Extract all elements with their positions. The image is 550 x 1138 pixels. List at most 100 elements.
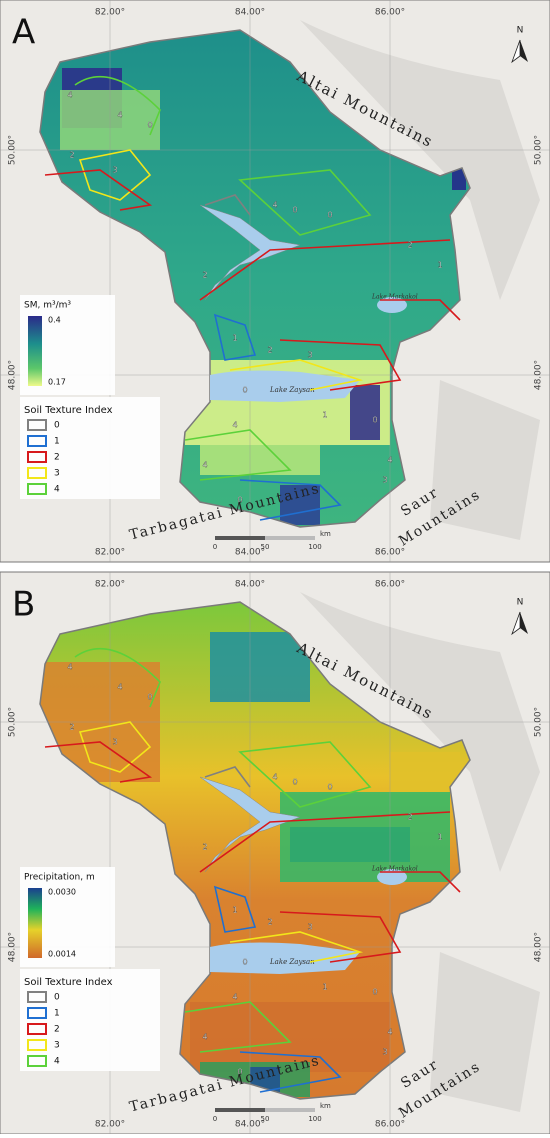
- soil-index-label: 4: [117, 683, 122, 692]
- soil-index-label: 4: [117, 111, 122, 120]
- map-panel: Lake Zaysan Lake Markakol 4 4 0 2 3 2 0 4 0 2 1 2 1 4 3 0…: [0, 571, 550, 1135]
- soil-index-label: 4: [202, 461, 207, 470]
- soil-index-label: 1: [232, 334, 237, 343]
- soil-texture-boundary: [279, 339, 402, 391]
- soil-texture-boundary: [74, 75, 161, 136]
- scale-label: 50: [261, 1115, 270, 1123]
- legend-max: 0.0030: [48, 888, 76, 897]
- basin-outline: [39, 29, 471, 528]
- scale-label: 0: [213, 1115, 217, 1123]
- soil-index-label: 3: [307, 923, 312, 932]
- lake-label: Lake Zaysan: [269, 958, 315, 966]
- raster-patch: [390, 752, 460, 792]
- soil-legend-swatch: [27, 467, 47, 479]
- soil-legend-swatch: [27, 1023, 47, 1035]
- legend-min: 0.17: [48, 378, 66, 387]
- raster-patch: [350, 385, 380, 440]
- soil-index-label: 2: [202, 271, 207, 280]
- lake-zaysan: [210, 370, 360, 402]
- soil-texture-boundary: [184, 1001, 292, 1053]
- soil-legend-title: Soil Texture Index: [24, 977, 113, 988]
- raster-patch: [280, 485, 320, 525]
- soil-index-label: 0: [372, 988, 377, 997]
- soil-index-label: 3: [382, 1048, 387, 1057]
- north-arrow: [520, 612, 528, 634]
- longitude-label: 86.00°: [375, 580, 405, 590]
- soil-index-label: 3: [112, 738, 117, 747]
- soil-index-label: 4: [202, 1033, 207, 1042]
- basin-outline: [39, 601, 471, 1100]
- scale-label: 100: [308, 543, 321, 551]
- soil-index-label: 2: [69, 151, 74, 160]
- soil-texture-boundary: [229, 931, 364, 963]
- soil-index-label: 2: [407, 813, 412, 822]
- soil-legend-label: 0: [54, 993, 60, 1003]
- longitude-label: 84.00°: [235, 580, 265, 590]
- soil-index-label: 2: [407, 241, 412, 250]
- raster-patch: [200, 445, 320, 475]
- north-arrow: [511, 611, 521, 636]
- soil-legend-swatch: [27, 1007, 47, 1019]
- legend-max: 0.4: [48, 316, 61, 325]
- longitude-label: 84.00°: [235, 8, 265, 18]
- soil-index-label: 2: [69, 723, 74, 732]
- raster-patch: [452, 168, 466, 190]
- soil-texture-boundary: [204, 194, 251, 216]
- soil-index-label: 0: [327, 211, 332, 220]
- lake-label: Lake Markakol: [371, 294, 418, 301]
- soil-index-label: 4: [67, 663, 72, 672]
- soil-texture-boundary: [380, 299, 461, 321]
- scale-unit: km: [320, 1102, 331, 1110]
- soil-index-label: 1: [437, 833, 442, 842]
- soil-legend-label: 2: [54, 453, 60, 463]
- north-arrow: [511, 39, 521, 64]
- soil-index-label: 4: [67, 91, 72, 100]
- soil-index-label: 1: [322, 983, 327, 992]
- lake-label: Lake Markakol: [371, 866, 418, 873]
- raster-patch: [210, 632, 310, 702]
- latitude-label: 50.00°: [534, 707, 544, 737]
- scale-bar: [215, 536, 265, 540]
- legend-min: 0.0014: [48, 950, 76, 959]
- soil-index-label: 2: [202, 843, 207, 852]
- soil-index-label: 4: [272, 773, 277, 782]
- soil-texture-boundary: [229, 359, 364, 391]
- north-label: N: [517, 598, 524, 608]
- soil-texture-boundary: [239, 479, 342, 521]
- north-label: N: [517, 26, 524, 36]
- color-ramp: [28, 888, 42, 958]
- soil-texture-boundary: [44, 169, 153, 211]
- soil-texture-boundary: [78, 149, 152, 201]
- soil-index-label: 0: [372, 416, 377, 425]
- soil-texture-boundary: [380, 871, 461, 893]
- soil-index-label: 0: [147, 693, 152, 702]
- scale-bar: [265, 536, 315, 540]
- reservoir: [199, 776, 301, 873]
- soil-texture-boundary: [74, 647, 161, 708]
- longitude-label: 84.00°: [235, 548, 265, 558]
- soil-index-label: 0: [242, 386, 247, 395]
- legend-title: SM, m³/m³: [24, 301, 71, 311]
- soil-texture-boundary: [78, 721, 152, 773]
- soil-index-label: 0: [237, 1068, 242, 1077]
- legend-title: Precipitation, m: [24, 873, 95, 883]
- scale-label: 0: [213, 543, 217, 551]
- north-arrow: [520, 40, 528, 62]
- latitude-label: 48.00°: [534, 932, 544, 962]
- soil-index-label: 2: [267, 346, 272, 355]
- longitude-label: 84.00°: [235, 1120, 265, 1130]
- lake-zaysan: [210, 942, 360, 974]
- soil-texture-boundary: [238, 741, 372, 808]
- latitude-label: 48.00°: [8, 360, 18, 390]
- lake-markakol: [377, 869, 407, 885]
- soil-legend-swatch: [27, 451, 47, 463]
- soil-legend-label: 3: [54, 1041, 60, 1051]
- soil-texture-boundary: [184, 429, 292, 481]
- soil-legend-swatch: [27, 419, 47, 431]
- longitude-label: 86.00°: [375, 548, 405, 558]
- soil-index-label: 3: [382, 476, 387, 485]
- scale-label: 100: [308, 1115, 321, 1123]
- map-panel: Lake Zaysan Lake Markakol 4 4 0 2 3 2 0 4 0 2 1 2 1 4 3 0…: [0, 0, 550, 563]
